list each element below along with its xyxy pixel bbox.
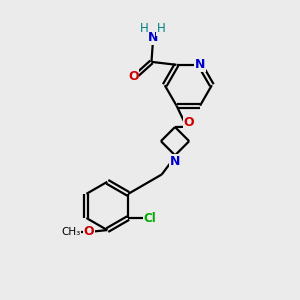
Text: O: O: [84, 225, 94, 238]
Text: CH₃: CH₃: [61, 226, 81, 237]
Text: N: N: [170, 155, 180, 168]
Text: H: H: [140, 22, 148, 35]
Text: O: O: [128, 70, 139, 83]
Text: N: N: [195, 58, 205, 71]
Text: Cl: Cl: [143, 212, 156, 224]
Text: H: H: [157, 22, 166, 35]
Text: N: N: [148, 31, 158, 44]
Text: O: O: [184, 116, 194, 129]
